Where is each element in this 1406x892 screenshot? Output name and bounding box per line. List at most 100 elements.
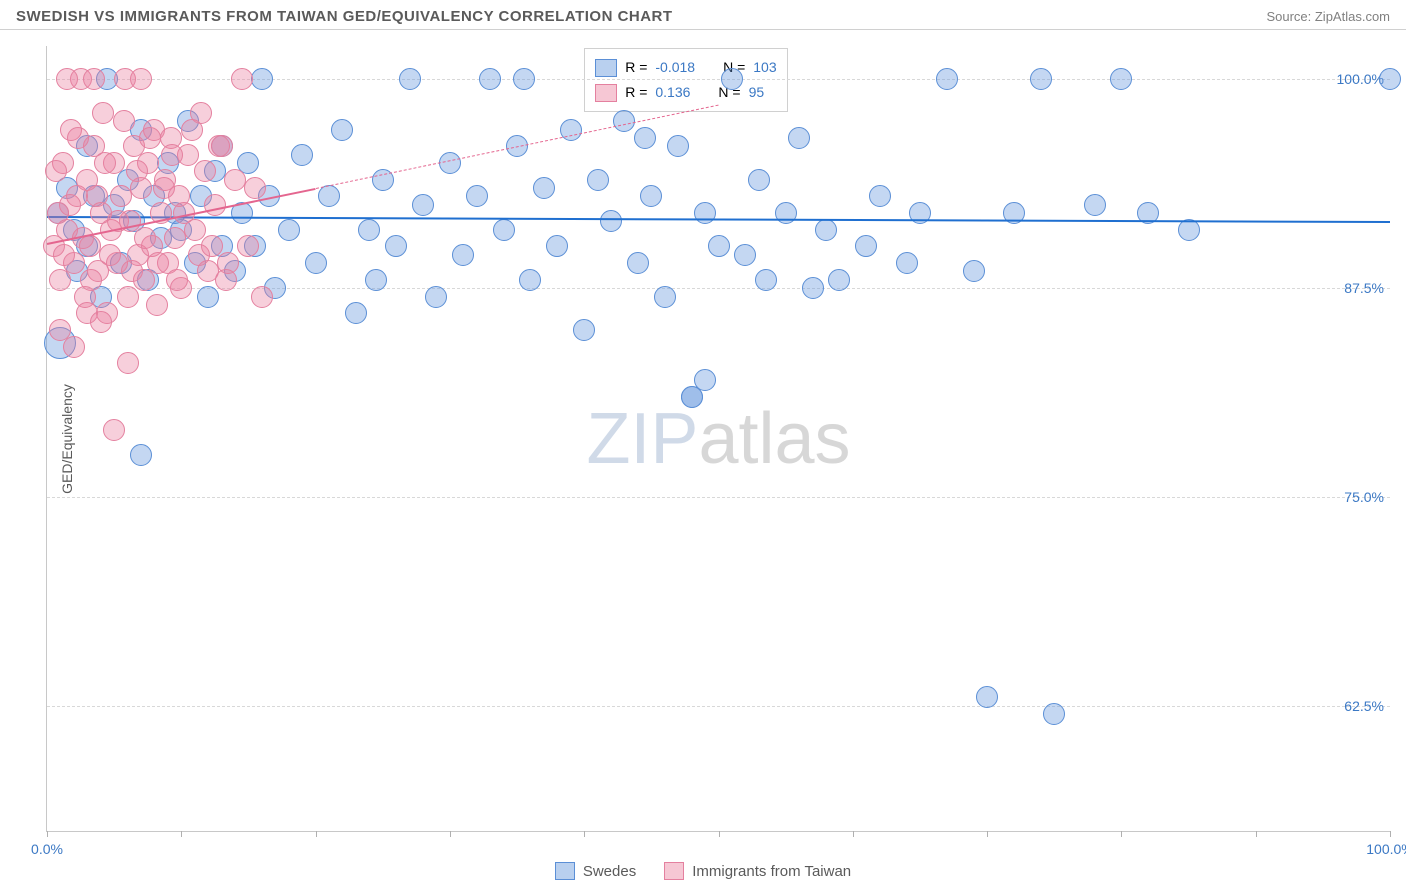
y-tick-label: 75.0% xyxy=(1344,489,1384,505)
data-point xyxy=(479,68,501,90)
x-tick-mark xyxy=(987,831,988,837)
data-point xyxy=(121,260,143,282)
data-point xyxy=(291,144,313,166)
data-point xyxy=(194,160,216,182)
data-point xyxy=(869,185,891,207)
data-point xyxy=(654,286,676,308)
data-point xyxy=(59,194,81,216)
legend-r-label: R = xyxy=(625,80,647,105)
data-point xyxy=(197,286,219,308)
x-tick-label: 0.0% xyxy=(31,841,63,857)
data-point xyxy=(667,135,689,157)
data-point xyxy=(755,269,777,291)
data-point xyxy=(855,235,877,257)
data-point xyxy=(513,68,535,90)
data-point xyxy=(613,110,635,132)
data-point xyxy=(358,219,380,241)
x-tick-mark xyxy=(47,831,48,837)
scatter-plot: ZIPatlas R =-0.018N =103R =0.136N =95 62… xyxy=(46,46,1390,832)
data-point xyxy=(164,227,186,249)
data-point xyxy=(134,227,156,249)
data-point xyxy=(412,194,434,216)
data-point xyxy=(181,119,203,141)
data-point xyxy=(600,210,622,232)
data-point xyxy=(67,127,89,149)
data-point xyxy=(721,68,743,90)
data-point xyxy=(1030,68,1052,90)
data-point xyxy=(694,202,716,224)
x-tick-mark xyxy=(719,831,720,837)
data-point xyxy=(439,152,461,174)
title-bar: SWEDISH VS IMMIGRANTS FROM TAIWAN GED/EQ… xyxy=(0,0,1406,30)
data-point xyxy=(331,119,353,141)
data-point xyxy=(345,302,367,324)
x-tick-mark xyxy=(853,831,854,837)
data-point xyxy=(166,269,188,291)
data-point xyxy=(201,235,223,257)
data-point xyxy=(533,177,555,199)
data-point xyxy=(1043,703,1065,725)
data-point xyxy=(56,68,78,90)
data-point xyxy=(399,68,421,90)
data-point xyxy=(976,686,998,708)
legend-r-value: -0.018 xyxy=(655,55,695,80)
data-point xyxy=(802,277,824,299)
y-tick-label: 87.5% xyxy=(1344,280,1384,296)
x-tick-mark xyxy=(1121,831,1122,837)
legend-item: Immigrants from Taiwan xyxy=(664,862,851,880)
source-label: Source: ZipAtlas.com xyxy=(1266,9,1390,24)
data-point xyxy=(110,185,132,207)
data-point xyxy=(365,269,387,291)
data-point xyxy=(305,252,327,274)
legend-swatch xyxy=(595,84,617,102)
legend-label: Swedes xyxy=(583,863,636,880)
data-point xyxy=(86,185,108,207)
data-point xyxy=(1110,68,1132,90)
data-point xyxy=(80,269,102,291)
data-point xyxy=(83,68,105,90)
data-point xyxy=(92,102,114,124)
data-point xyxy=(896,252,918,274)
watermark-text-b: atlas xyxy=(698,399,850,479)
y-tick-label: 62.5% xyxy=(1344,698,1384,714)
data-point xyxy=(251,68,273,90)
data-point xyxy=(208,135,230,157)
legend-swatch xyxy=(595,59,617,77)
data-point xyxy=(153,177,175,199)
data-point xyxy=(231,68,253,90)
data-point xyxy=(94,152,116,174)
data-point xyxy=(251,286,273,308)
data-point xyxy=(224,169,246,191)
data-point xyxy=(53,244,75,266)
data-point xyxy=(63,336,85,358)
data-point xyxy=(452,244,474,266)
trend-line xyxy=(315,104,718,188)
plot-area: GED/Equivalency ZIPatlas R =-0.018N =103… xyxy=(46,46,1390,832)
data-point xyxy=(815,219,837,241)
legend-item: Swedes xyxy=(555,862,636,880)
data-point xyxy=(1084,194,1106,216)
data-point xyxy=(146,294,168,316)
x-tick-mark xyxy=(584,831,585,837)
data-point xyxy=(936,68,958,90)
data-point xyxy=(139,127,161,149)
data-point xyxy=(573,319,595,341)
watermark-text-a: ZIP xyxy=(586,399,698,479)
data-point xyxy=(640,185,662,207)
data-point xyxy=(45,160,67,182)
data-point xyxy=(130,444,152,466)
data-point xyxy=(318,185,340,207)
data-point xyxy=(634,127,656,149)
legend-label: Immigrants from Taiwan xyxy=(692,863,851,880)
data-point xyxy=(788,127,810,149)
data-point xyxy=(117,352,139,374)
gridline-h xyxy=(47,706,1390,707)
x-tick-mark xyxy=(316,831,317,837)
data-point xyxy=(694,369,716,391)
data-point xyxy=(627,252,649,274)
data-point xyxy=(204,194,226,216)
data-point xyxy=(237,235,259,257)
data-point xyxy=(90,311,112,333)
data-point xyxy=(708,235,730,257)
gridline-h xyxy=(47,288,1390,289)
